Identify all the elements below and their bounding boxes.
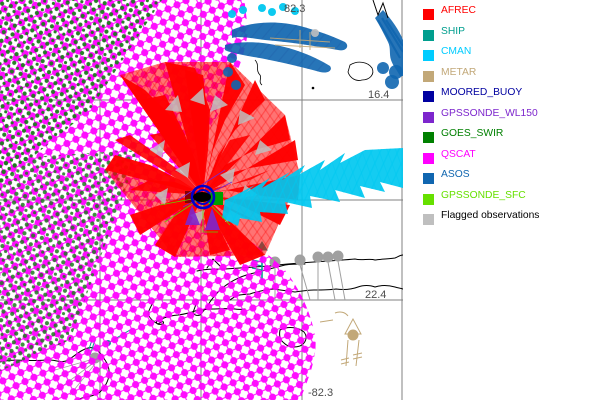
svg-text:82.3: 82.3 bbox=[284, 3, 305, 15]
svg-text:16.4: 16.4 bbox=[368, 89, 389, 101]
svg-text:22.4: 22.4 bbox=[365, 289, 386, 301]
svg-text:-82.3: -82.3 bbox=[308, 387, 333, 399]
